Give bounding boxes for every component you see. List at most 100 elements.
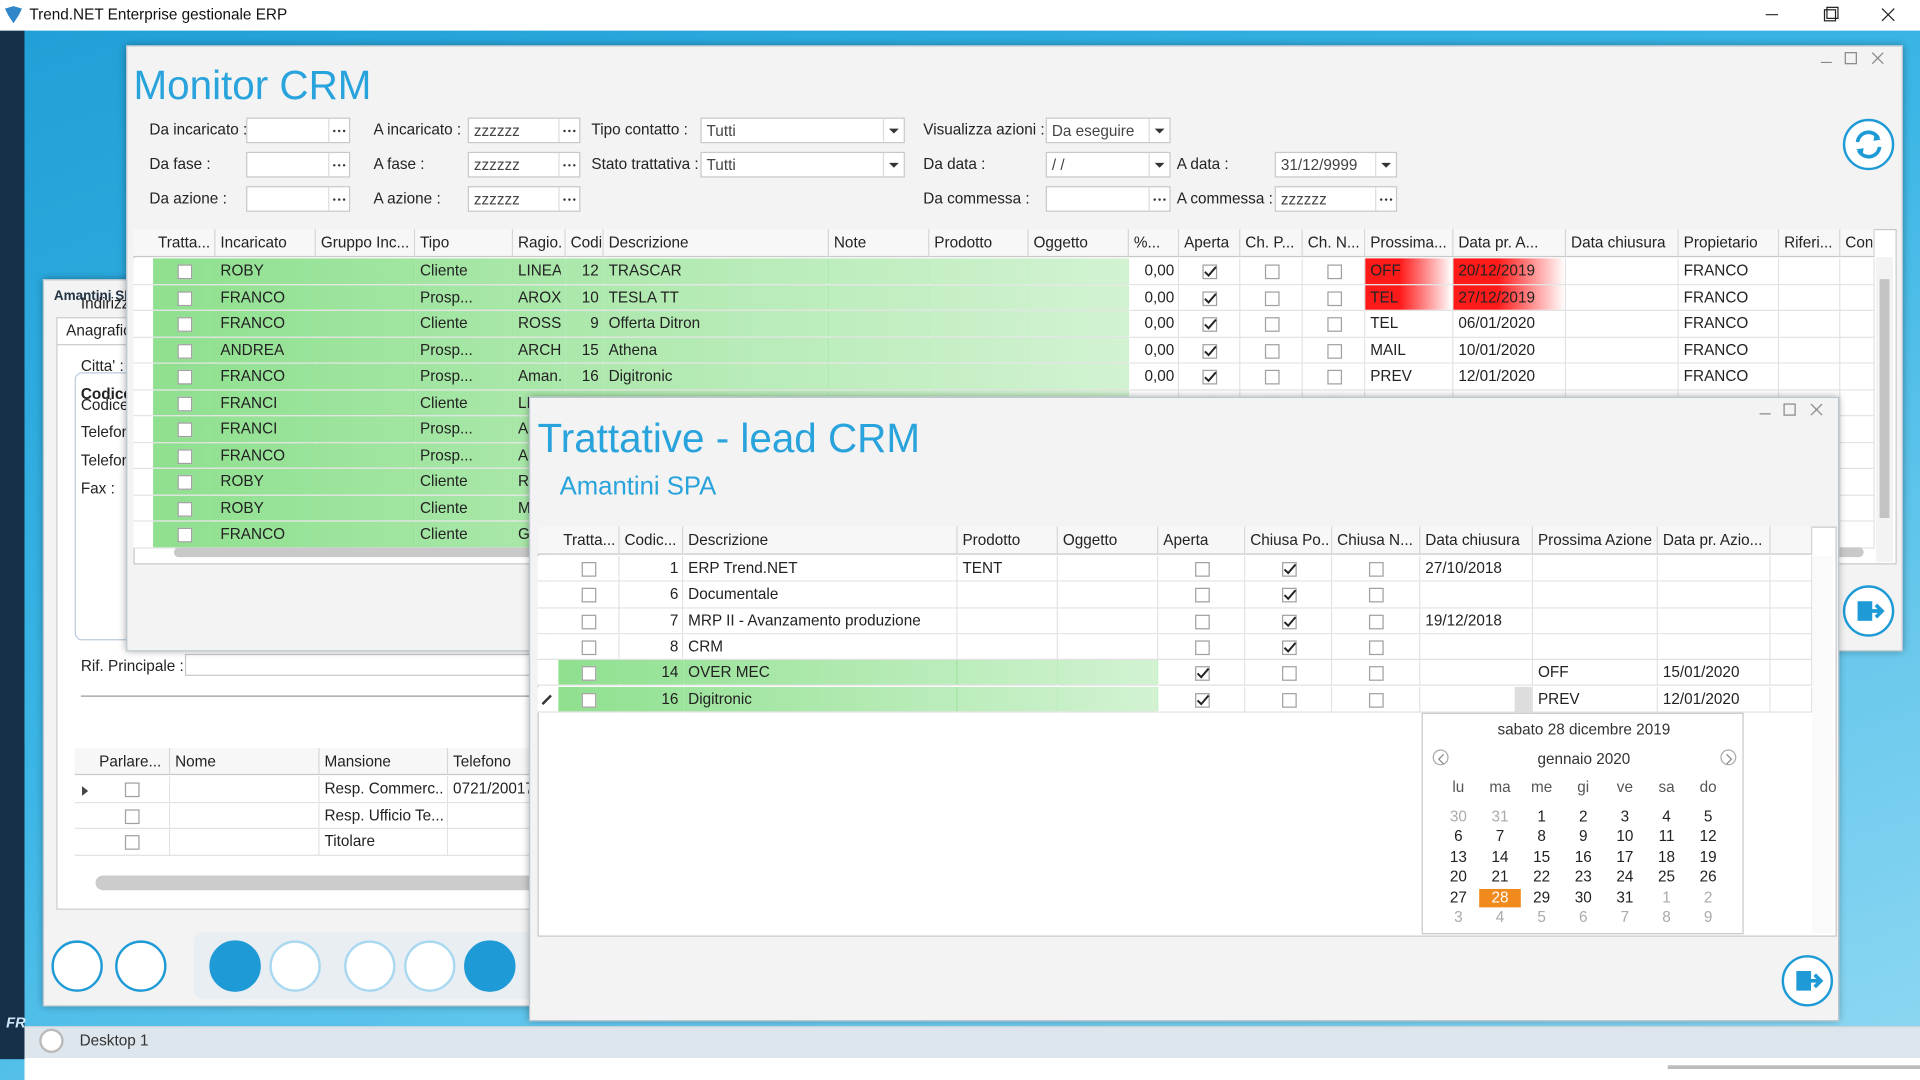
column-header[interactable]: Prossima Azione	[1533, 526, 1658, 555]
calendar-day[interactable]: 31	[1491, 808, 1509, 826]
cell[interactable]: ROBY	[215, 495, 316, 522]
cell[interactable]: Cliente	[415, 521, 514, 548]
lookup-button[interactable]	[328, 187, 349, 211]
cell[interactable]	[1028, 284, 1129, 312]
window-controls[interactable]	[1757, 402, 1830, 419]
checkbox[interactable]	[1368, 562, 1384, 577]
calendar-day[interactable]: 3	[1454, 908, 1463, 926]
cell[interactable]	[929, 311, 1029, 338]
cell[interactable]: TENT	[957, 555, 1058, 582]
cell[interactable]: OFF	[1365, 258, 1454, 285]
cell[interactable]: AROX...	[513, 284, 566, 312]
v-scroll-thumb[interactable]	[1879, 279, 1890, 518]
calendar-day[interactable]: 18	[1658, 848, 1676, 866]
cell[interactable]	[828, 311, 930, 338]
cell[interactable]	[153, 468, 216, 496]
filter-input[interactable]: Da eseguire	[1045, 117, 1171, 144]
column-header[interactable]	[1770, 526, 1813, 555]
cell[interactable]: Digitronic	[603, 363, 829, 390]
checkbox[interactable]	[1368, 640, 1384, 655]
cell[interactable]	[1770, 555, 1813, 582]
cell[interactable]	[1245, 686, 1333, 713]
cell[interactable]: TEL	[1365, 284, 1454, 312]
cell[interactable]	[1770, 608, 1813, 635]
cell[interactable]: ERP Trend.NET	[683, 555, 958, 582]
cell[interactable]	[828, 363, 930, 390]
cell[interactable]: 7	[619, 608, 684, 635]
lookup-button[interactable]	[558, 187, 579, 211]
filter-input[interactable]: Tutti	[700, 151, 905, 178]
cell[interactable]	[153, 337, 216, 364]
cell[interactable]: Prosp...	[415, 416, 514, 443]
calendar-day[interactable]: 25	[1658, 868, 1676, 886]
column-header[interactable]: Incaricato	[215, 228, 316, 258]
checkbox[interactable]	[1368, 588, 1384, 603]
toolbar-button[interactable]	[404, 940, 456, 992]
cell[interactable]	[929, 337, 1029, 364]
cell[interactable]	[1158, 686, 1246, 713]
toolbar-button[interactable]	[269, 940, 321, 992]
filter-input[interactable]: / /	[1045, 151, 1171, 178]
exit-button[interactable]	[1781, 955, 1834, 1007]
cell[interactable]	[1657, 634, 1771, 661]
cell[interactable]	[929, 258, 1029, 285]
checkbox[interactable]	[177, 264, 193, 280]
cell[interactable]	[1840, 468, 1875, 496]
calendar-day[interactable]: 6	[1578, 908, 1588, 926]
cell[interactable]	[1158, 660, 1246, 687]
column-header[interactable]: Prossima...	[1365, 228, 1454, 258]
cell[interactable]	[153, 284, 216, 312]
checkbox[interactable]	[581, 640, 597, 655]
cell[interactable]	[1332, 555, 1421, 582]
cell[interactable]: MAIL	[1365, 337, 1454, 364]
cell[interactable]: Aman...	[513, 363, 566, 390]
cell[interactable]: 27/10/2018	[1420, 555, 1534, 582]
filter-input[interactable]	[1045, 186, 1171, 212]
cell[interactable]	[153, 442, 216, 469]
cell[interactable]	[153, 311, 216, 338]
cell[interactable]	[94, 776, 171, 803]
cell[interactable]	[1566, 311, 1679, 338]
cell[interactable]: 16	[565, 363, 604, 390]
column-header[interactable]: Riferi...	[1779, 228, 1841, 258]
cell[interactable]	[1028, 363, 1129, 390]
filter-input[interactable]	[246, 186, 351, 212]
cell[interactable]: 0,00	[1128, 311, 1180, 338]
calendar-day[interactable]: 14	[1491, 848, 1509, 866]
calendar-day[interactable]: 7	[1620, 908, 1630, 926]
zoom-slider[interactable]	[1667, 1065, 1920, 1069]
cell[interactable]: Cliente	[415, 468, 514, 496]
cell[interactable]: 9	[565, 311, 604, 338]
calendar-day[interactable]: 19	[1699, 848, 1717, 866]
column-header[interactable]: Descrizione	[603, 228, 829, 258]
cell[interactable]	[315, 363, 416, 390]
cell[interactable]: 12/01/2020	[1657, 686, 1771, 713]
checkbox[interactable]	[177, 422, 193, 438]
calendar-nav[interactable]	[1720, 749, 1737, 766]
cell[interactable]	[1245, 581, 1333, 609]
cell[interactable]: ANDREA	[215, 337, 316, 364]
checkbox[interactable]	[1195, 640, 1210, 655]
cell[interactable]	[1840, 337, 1875, 364]
cell[interactable]	[1028, 337, 1129, 364]
calendar-day[interactable]: 22	[1533, 868, 1551, 886]
checkbox[interactable]	[177, 369, 193, 385]
desktop-toggle[interactable]	[39, 1028, 64, 1054]
calendar-day[interactable]: 10	[1616, 828, 1634, 846]
cell[interactable]	[1779, 363, 1841, 390]
cell[interactable]	[1840, 442, 1875, 469]
cell[interactable]	[1057, 608, 1159, 635]
cell[interactable]	[448, 828, 540, 856]
cell[interactable]: Documentale	[683, 581, 958, 609]
column-header[interactable]: Chiusa N...	[1332, 526, 1421, 555]
cell[interactable]	[1057, 686, 1159, 713]
cell[interactable]	[1240, 258, 1303, 285]
cell[interactable]	[94, 828, 171, 856]
cell[interactable]	[1657, 581, 1771, 609]
cell[interactable]	[558, 555, 620, 582]
cell[interactable]	[315, 258, 416, 285]
cell[interactable]	[558, 581, 620, 609]
input[interactable]	[184, 653, 553, 676]
calendar-day[interactable]: 12	[1699, 828, 1717, 846]
cell[interactable]	[1420, 660, 1534, 687]
